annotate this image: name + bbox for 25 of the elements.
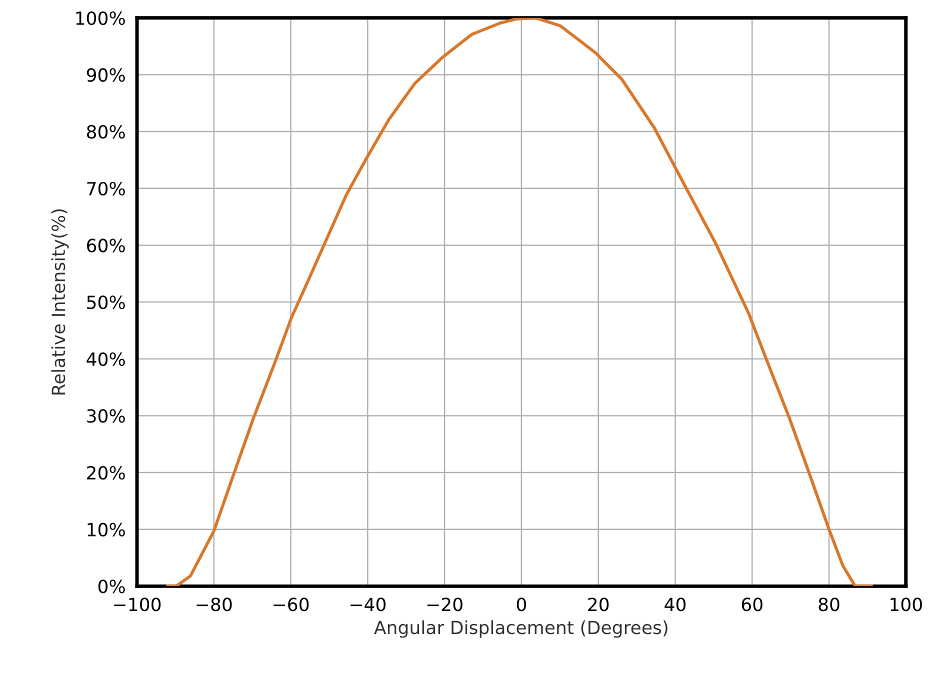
- y-tick-label: 50%: [87, 295, 125, 310]
- y-tick-label: 90%: [86, 68, 125, 82]
- x-axis-title: Angular Displacement (Degrees): [374, 620, 668, 638]
- x-tick-label: −80: [196, 598, 232, 612]
- y-axis-title: Relative Intensity(%): [51, 209, 69, 394]
- y-tick-label: 10%: [88, 522, 125, 536]
- x-tick-label: 100: [890, 598, 922, 612]
- x-tick-label: −100: [114, 598, 161, 612]
- x-tick-label: −20: [427, 598, 462, 612]
- x-tick-label: 60: [742, 598, 762, 612]
- y-tick-label: 60%: [87, 238, 125, 252]
- y-tick-label: 0%: [98, 580, 125, 594]
- y-tick-label: 20%: [87, 466, 125, 480]
- x-tick-label: −60: [274, 598, 309, 612]
- y-tick-label: 70%: [87, 182, 125, 196]
- x-tick-label: 0: [516, 598, 526, 612]
- x-tick-label: 80: [818, 598, 840, 612]
- y-tick-label: 100%: [76, 11, 125, 26]
- y-tick-label: 30%: [87, 409, 125, 423]
- line-series: [166, 18, 873, 586]
- x-tick-label: 40: [664, 598, 686, 612]
- y-tick-label: 40%: [86, 352, 125, 366]
- x-tick-label: 20: [588, 598, 609, 612]
- y-tick-label: 80%: [86, 125, 125, 139]
- x-tick-label: −40: [350, 598, 386, 612]
